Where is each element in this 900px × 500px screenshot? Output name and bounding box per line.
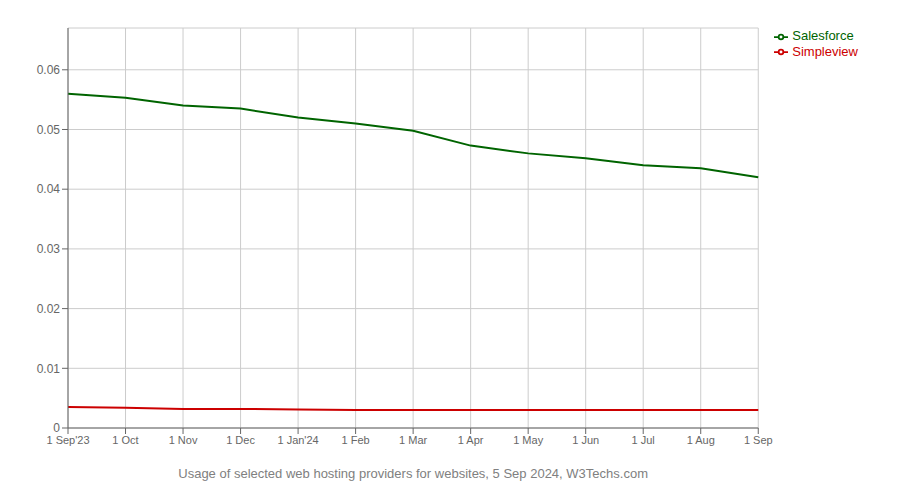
html-text:Salesforce: Salesforce xyxy=(792,28,854,43)
svg-text:1 Jan'24: 1 Jan'24 xyxy=(277,434,318,446)
svg-text:1 May: 1 May xyxy=(513,434,543,446)
svg-text:Usage of selected web hosting: Usage of selected web hosting providers … xyxy=(178,466,648,481)
svg-text:1 Dec: 1 Dec xyxy=(226,434,255,446)
svg-text:1 Mar: 1 Mar xyxy=(399,434,427,446)
svg-text:1 Apr: 1 Apr xyxy=(458,434,484,446)
svg-text:0.02: 0.02 xyxy=(37,302,61,316)
svg-text:0.04: 0.04 xyxy=(37,182,61,196)
svg-text:1 Oct: 1 Oct xyxy=(112,434,138,446)
svg-text:0.05: 0.05 xyxy=(37,123,61,137)
svg-text:0.03: 0.03 xyxy=(37,242,61,256)
svg-text:1 Sep: 1 Sep xyxy=(744,434,773,446)
svg-text:1 Nov: 1 Nov xyxy=(169,434,198,446)
svg-text:1 Jun: 1 Jun xyxy=(572,434,599,446)
svg-text:1 Feb: 1 Feb xyxy=(342,434,370,446)
svg-text:0.06: 0.06 xyxy=(37,63,61,77)
svg-text:1 Sep'23: 1 Sep'23 xyxy=(46,434,89,446)
html-text:Simpleview: Simpleview xyxy=(792,43,858,59)
svg-text:0.01: 0.01 xyxy=(37,362,61,376)
svg-text:1 Jul: 1 Jul xyxy=(632,434,655,446)
svg-text:1 Aug: 1 Aug xyxy=(687,434,715,446)
svg-text:0: 0 xyxy=(53,421,60,435)
